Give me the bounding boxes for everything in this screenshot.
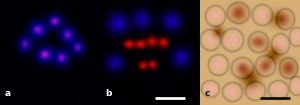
Text: a: a	[5, 89, 11, 98]
Text: b: b	[105, 89, 111, 98]
Text: c: c	[205, 89, 210, 98]
